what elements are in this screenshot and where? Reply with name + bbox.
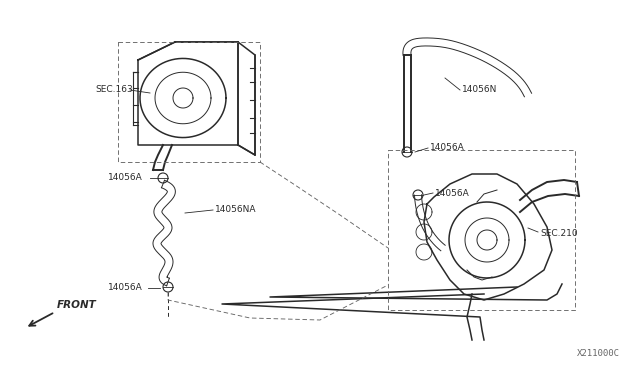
Text: 14056NA: 14056NA: [215, 205, 257, 215]
Text: 14056A: 14056A: [435, 189, 470, 198]
Text: 14056A: 14056A: [430, 144, 465, 153]
Text: SEC.210: SEC.210: [540, 228, 578, 237]
Text: 14056A: 14056A: [108, 283, 143, 292]
Text: SEC.163: SEC.163: [95, 86, 132, 94]
Text: X211000C: X211000C: [577, 349, 620, 358]
Text: 14056A: 14056A: [108, 173, 143, 183]
Text: FRONT: FRONT: [57, 300, 97, 310]
Text: 14056N: 14056N: [462, 86, 497, 94]
